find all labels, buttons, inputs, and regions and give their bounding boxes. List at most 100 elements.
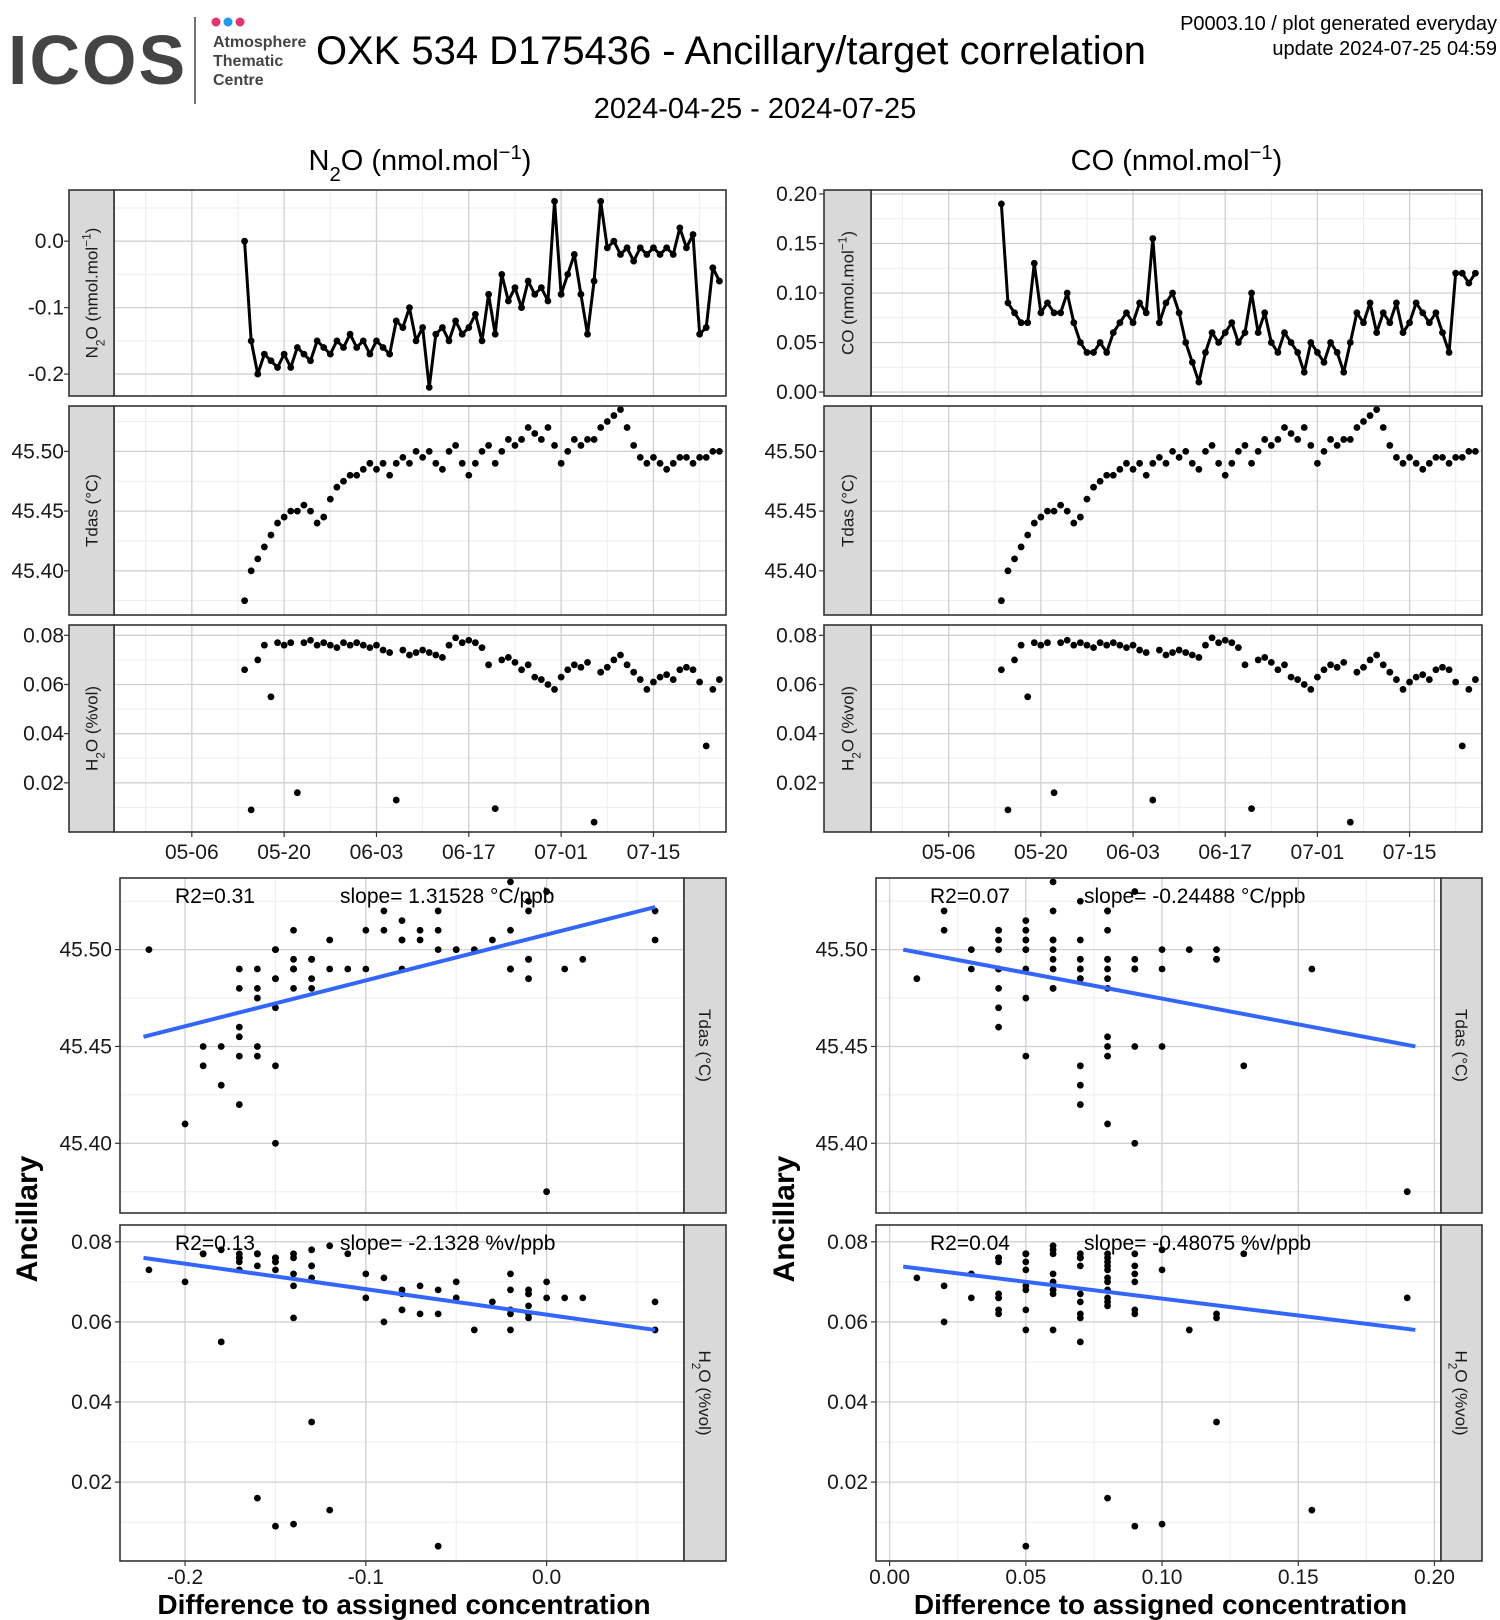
data-point (524, 277, 532, 285)
scatter-point (1022, 1266, 1030, 1274)
data-point (636, 676, 644, 683)
y-tick-label: 0.04 (827, 1391, 868, 1414)
data-point (1017, 543, 1025, 551)
data-point (709, 447, 717, 455)
data-point (531, 290, 539, 298)
scatter-point (1131, 1250, 1139, 1258)
data-point (478, 337, 486, 345)
data-point (1004, 299, 1012, 307)
data-point (1070, 519, 1078, 527)
data-point (366, 350, 374, 358)
data-point (491, 330, 499, 338)
scatter-point (1022, 1326, 1030, 1334)
scatter-point (1022, 994, 1030, 1002)
scatter-point (1240, 1062, 1248, 1070)
data-point (689, 459, 697, 467)
scatter-point (995, 936, 1002, 944)
data-point (1241, 329, 1249, 337)
data-point (280, 350, 288, 358)
data-point (346, 330, 354, 338)
data-point (551, 442, 558, 449)
scatter-point (1308, 1506, 1316, 1514)
data-point (1037, 641, 1045, 649)
scatter-point (272, 1266, 279, 1274)
y-tick-label: 45.50 (11, 440, 64, 463)
scatter-point (272, 1062, 279, 1070)
scatter-point (253, 1250, 261, 1258)
scatter-point (995, 1023, 1002, 1031)
data-point (1149, 459, 1157, 467)
y-tick-label: 0.02 (827, 1471, 868, 1494)
data-point (1294, 676, 1302, 683)
scatter-point (1049, 1270, 1057, 1278)
data-point (1234, 644, 1242, 652)
y-axis-title: Ancillary (768, 1155, 801, 1282)
data-point (1281, 661, 1288, 669)
data-point (1281, 329, 1288, 337)
scatter-point (1104, 1052, 1111, 1060)
data-point (518, 666, 525, 674)
data-point (1129, 641, 1137, 649)
data-point (584, 436, 591, 443)
scatter-point (253, 965, 261, 973)
data-point (1439, 453, 1446, 461)
data-point (491, 805, 499, 813)
y-tick-label: 0.06 (71, 1311, 112, 1334)
data-point (1076, 339, 1084, 346)
data-point (1267, 442, 1275, 449)
data-point (373, 337, 380, 345)
data-point (1307, 442, 1315, 449)
data-point (313, 519, 321, 527)
y-tick-label: 0.06 (776, 673, 817, 696)
data-point (590, 818, 598, 826)
x-tick-label: 06-17 (1198, 841, 1252, 864)
scatter-point (1213, 946, 1220, 954)
data-point (1149, 796, 1157, 804)
data-point (570, 661, 578, 669)
label-part: 2 (1446, 1363, 1460, 1370)
scatter-point (235, 1052, 243, 1060)
plot-background (120, 878, 684, 1213)
data-point (300, 501, 308, 509)
data-point (359, 641, 367, 649)
data-point (1274, 436, 1282, 443)
scatter-point (181, 1120, 189, 1128)
data-point (1123, 459, 1130, 467)
slope-annotation: slope= 1.31528 °C/ppb (340, 885, 554, 908)
scatter-point (416, 1282, 424, 1290)
data-point (452, 317, 460, 325)
x-tick-label: 0.20 (1414, 1566, 1455, 1589)
data-point (1419, 309, 1427, 317)
data-point (1083, 349, 1091, 356)
plot-background (114, 190, 726, 396)
logo-dot (211, 17, 221, 27)
data-point (1228, 639, 1236, 647)
data-point (1234, 339, 1242, 346)
data-point (1182, 649, 1190, 656)
data-point (313, 337, 321, 345)
scatter-point (525, 907, 532, 915)
data-point (1346, 436, 1354, 443)
y-tick-label: 0.08 (23, 624, 64, 647)
data-point (997, 200, 1005, 208)
data-point (1123, 309, 1130, 317)
scatter-point (995, 926, 1002, 934)
data-point (1188, 651, 1196, 659)
data-point (1050, 507, 1058, 515)
data-point (1432, 666, 1440, 674)
data-point (1149, 235, 1157, 242)
scatter-point (1076, 1081, 1084, 1089)
scatter-panel-co-tdas: 45.40 45.45 45.50 R2=0.07 slope= -0.24488 °C… (815, 877, 1483, 1214)
plot-background (120, 1225, 684, 1561)
data-point (1333, 349, 1341, 356)
scatter-point (253, 1494, 261, 1502)
data-point (1472, 447, 1479, 455)
data-point (267, 357, 275, 365)
timeseries-panel-h2o: 0.02 0.04 0.06 0.08 H2O (%vol) 05-06 05-20 06-0… (776, 624, 1483, 864)
data-point (1202, 349, 1209, 356)
data-point (471, 310, 479, 318)
scatter-point (290, 955, 297, 963)
data-point (669, 676, 677, 683)
scatter-point (253, 984, 261, 992)
